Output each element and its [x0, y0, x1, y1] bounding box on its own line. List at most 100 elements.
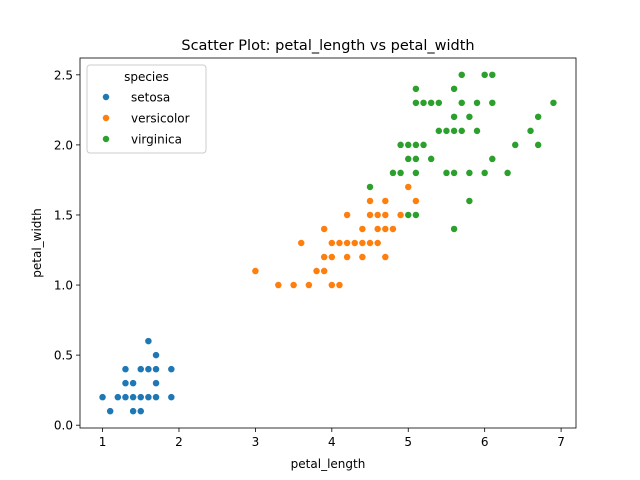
data-point-setosa — [144, 393, 153, 402]
data-point-virginica — [404, 211, 413, 219]
y-axis-label: petal_width — [30, 208, 44, 277]
data-point-versicolor — [327, 253, 336, 261]
data-point-versicolor — [320, 253, 329, 261]
legend-marker-versicolor — [102, 114, 110, 122]
legend-title: species — [124, 70, 169, 84]
data-point-setosa — [167, 365, 176, 374]
data-point-virginica — [396, 168, 405, 177]
data-point-virginica — [389, 168, 397, 177]
data-point-setosa — [152, 379, 160, 388]
data-point-virginica — [411, 84, 420, 93]
x-axis-label: petal_length — [291, 457, 366, 471]
data-point-setosa — [144, 365, 153, 374]
data-point-versicolor — [312, 267, 321, 275]
data-point-versicolor — [373, 211, 382, 219]
data-point-versicolor — [343, 253, 352, 261]
data-point-versicolor — [335, 281, 344, 289]
legend-marker-virginica — [102, 135, 110, 143]
y-tick-label: 2.0 — [54, 138, 73, 152]
data-point-virginica — [396, 140, 405, 149]
data-point-virginica — [465, 112, 474, 121]
data-point-virginica — [404, 140, 413, 149]
data-point-virginica — [411, 154, 420, 163]
data-point-versicolor — [289, 281, 298, 289]
data-point-versicolor — [297, 239, 306, 247]
data-point-setosa — [167, 393, 176, 402]
y-tick-label: 0.0 — [54, 419, 73, 433]
data-point-virginica — [450, 168, 459, 177]
data-point-virginica — [457, 70, 466, 79]
data-point-virginica — [473, 126, 481, 135]
data-point-versicolor — [335, 239, 344, 247]
data-point-virginica — [465, 196, 474, 205]
data-point-versicolor — [343, 211, 352, 219]
data-point-setosa — [113, 393, 122, 402]
data-point-setosa — [121, 365, 130, 374]
data-point-virginica — [473, 98, 481, 107]
legend-label-versicolor: versicolor — [131, 112, 190, 126]
data-point-virginica — [419, 140, 428, 149]
data-point-virginica — [450, 84, 459, 93]
data-point-versicolor — [366, 239, 374, 247]
data-point-virginica — [434, 98, 443, 107]
data-point-versicolor — [373, 225, 382, 233]
x-tick-label: 2 — [175, 435, 183, 449]
x-tick-label: 1 — [99, 435, 107, 449]
x-axis-ticks: 1 2 3 4 5 6 7 — [99, 428, 565, 449]
y-axis-ticks: 0.0 0.5 1.0 1.5 2.0 2.5 — [54, 68, 80, 433]
data-point-setosa — [152, 365, 160, 374]
data-point-virginica — [488, 70, 497, 79]
data-point-virginica — [465, 168, 474, 177]
data-point-versicolor — [389, 225, 397, 233]
data-point-setosa — [129, 407, 138, 416]
y-tick-label: 0.5 — [54, 349, 73, 363]
data-point-versicolor — [358, 239, 367, 247]
data-point-virginica — [442, 126, 451, 135]
data-point-virginica — [411, 211, 420, 219]
data-point-virginica — [549, 98, 558, 107]
data-point-virginica — [427, 154, 436, 163]
data-point-setosa — [129, 379, 138, 388]
x-tick-label: 4 — [328, 435, 336, 449]
data-point-setosa — [152, 351, 160, 360]
legend-marker-setosa — [102, 93, 110, 101]
plot-frame — [79, 57, 577, 429]
data-point-virginica — [450, 225, 459, 233]
data-point-virginica — [411, 140, 420, 149]
data-point-setosa — [136, 393, 145, 402]
data-point-versicolor — [327, 239, 336, 247]
data-point-versicolor — [366, 211, 374, 219]
y-tick-label: 1.5 — [54, 208, 73, 222]
data-point-virginica — [442, 168, 451, 177]
chart-title: Scatter Plot: petal_length vs petal_widt… — [181, 38, 474, 54]
data-point-versicolor — [381, 196, 390, 205]
data-point-virginica — [488, 154, 497, 163]
data-point-setosa — [121, 393, 130, 402]
data-point-versicolor — [366, 196, 374, 205]
data-points — [98, 70, 558, 416]
data-point-virginica — [404, 154, 413, 163]
data-point-virginica — [488, 98, 497, 107]
x-tick-label: 5 — [404, 435, 412, 449]
data-point-virginica — [534, 140, 543, 149]
data-point-virginica — [457, 98, 466, 107]
y-tick-label: 2.5 — [54, 68, 73, 82]
data-point-virginica — [411, 98, 420, 107]
data-point-setosa — [98, 393, 107, 402]
data-point-versicolor — [358, 225, 367, 233]
data-point-versicolor — [251, 267, 260, 275]
data-point-setosa — [106, 407, 115, 416]
data-point-virginica — [419, 98, 428, 107]
x-tick-label: 7 — [557, 435, 565, 449]
data-point-virginica — [450, 126, 459, 135]
data-point-versicolor — [381, 253, 390, 261]
data-point-setosa — [129, 393, 138, 402]
data-point-versicolor — [320, 225, 329, 233]
data-point-versicolor — [274, 281, 283, 289]
data-point-versicolor — [411, 196, 420, 205]
data-point-virginica — [503, 168, 512, 177]
data-point-virginica — [450, 112, 459, 121]
data-point-virginica — [366, 182, 374, 191]
data-point-setosa — [136, 365, 145, 374]
